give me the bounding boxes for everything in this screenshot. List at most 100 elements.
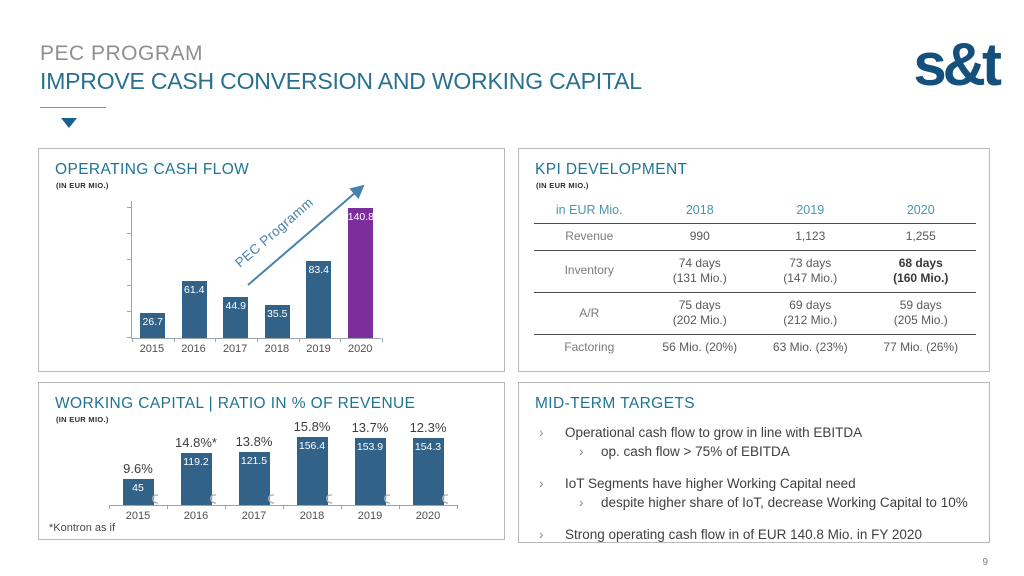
kpi-table: in EUR Mio. 2018 2019 2020 Revenue 990 1,123 1…: [534, 199, 976, 361]
panel-subtitle: (IN EUR MIO.): [56, 415, 109, 424]
bar: 12.3% 154.3: [410, 420, 448, 505]
panel-working-capital: WORKING CAPITAL | RATIO IN % OF REVENUE …: [38, 382, 505, 540]
bar-group: 44.9: [215, 201, 257, 338]
table-cell: 1,123: [755, 223, 866, 251]
column-header-label: in EUR Mio.: [534, 199, 645, 224]
percent-label: 13.7%: [351, 420, 389, 435]
target-text: Operational cash flow to grow in line wi…: [565, 425, 863, 440]
bar-value-label: 121.5: [240, 455, 268, 467]
wc-x-axis-labels: 2015 2016 2017 2018 2019 2020: [109, 510, 457, 522]
x-axis-tick: [132, 338, 133, 342]
slide-title: IMPROVE CASH CONVERSION AND WORKING CAPI…: [40, 68, 642, 94]
targets-list: › Operational cash flow to grow in line w…: [535, 423, 975, 557]
x-axis-tick: [283, 505, 284, 509]
table-row: Factoring 56 Mio. (20%) 63 Mio. (23%) 77 Mi…: [534, 334, 976, 360]
axis-break-mark: [322, 491, 333, 509]
x-axis-tick: [457, 505, 458, 509]
bar-value-label: 61.4: [184, 284, 205, 296]
year-label: 2017: [222, 343, 248, 355]
bar: 13.7% 153.9: [352, 420, 390, 505]
y-axis-tick: [127, 285, 132, 286]
chevron-bullet-icon: ›: [539, 476, 544, 491]
table-row: Revenue 990 1,123 1,255: [534, 223, 976, 251]
year-label: 2016: [181, 343, 206, 355]
x-axis-tick: [173, 338, 175, 342]
table-cell: 69 days (212 Mio.): [755, 292, 866, 335]
x-axis-tick: [340, 338, 342, 342]
year-label: 2018: [264, 343, 290, 355]
ocf-x-axis-labels: 2015 2016 2017 2018 2019 2020: [131, 343, 381, 355]
target-item: › Strong operating cash flow in of EUR 14…: [535, 525, 975, 544]
x-axis-tick: [382, 338, 383, 342]
pec-arrow-icon: [247, 184, 365, 286]
column-header-year: 2020: [865, 199, 976, 224]
target-group: › Strong operating cash flow in of EUR 14…: [535, 525, 975, 544]
table-cell: 63 Mio. (23%): [772, 339, 848, 354]
year-label: 2015: [125, 510, 151, 522]
row-label: A/R: [534, 292, 645, 335]
chevron-bullet-icon: ›: [579, 495, 584, 510]
bar-group: 61.4: [174, 201, 216, 338]
bar-group: 140.8: [340, 201, 382, 338]
wc-bar-chart: 9.6% 45 14.8%* 119.2 13.8% 121.5 15.8% 156.4 13.…: [109, 419, 458, 509]
page-number: 9: [982, 557, 988, 568]
percent-label: 9.6%: [123, 461, 153, 476]
table-cell: 74 days (131 Mio.): [644, 250, 755, 293]
bar: 35.5: [264, 305, 290, 338]
bar-value-label: 45: [132, 482, 144, 494]
row-label: Revenue: [534, 223, 645, 251]
year-label: 2017: [241, 510, 267, 522]
bar-group: 15.8% 156.4: [283, 419, 341, 505]
bar-value-label: 156.4: [298, 440, 326, 452]
x-axis-tick: [341, 505, 342, 509]
bar-group: 14.8%* 119.2: [167, 419, 225, 505]
target-subitem: › despite higher share of IoT, decrease W…: [535, 493, 975, 512]
slide-kicker: PEC PROGRAM: [40, 42, 204, 65]
panel-title: MID-TERM TARGETS: [535, 395, 695, 412]
y-axis-tick: [127, 207, 132, 208]
axis-break-mark: [380, 491, 391, 509]
panel-mid-term-targets: MID-TERM TARGETS › Operational cash flow …: [518, 382, 990, 543]
table-cell: 56 Mio. (20%): [662, 339, 738, 354]
row-label: Factoring: [564, 339, 615, 354]
x-axis-tick: [298, 338, 300, 342]
bar-group: 12.3% 154.3: [399, 419, 457, 505]
target-item: › Operational cash flow to grow in line w…: [535, 423, 975, 442]
ocf-bar-chart: 26.7 61.4 44.9 35.5 83.4 140.8: [127, 201, 383, 342]
target-subtext: op. cash flow > 75% of EBITDA: [601, 444, 790, 459]
bar-value-label: 44.9: [225, 300, 246, 312]
y-axis-tick: [127, 337, 132, 338]
bar: 15.8% 156.4: [294, 419, 332, 505]
bar: 140.8: [347, 208, 374, 338]
x-axis-tick: [257, 338, 258, 342]
panel-title: WORKING CAPITAL | RATIO IN % OF REVENUE: [55, 395, 416, 412]
chevron-bullet-icon: ›: [539, 527, 544, 542]
percent-label: 14.8%*: [175, 435, 217, 450]
axis-break-mark: [264, 491, 275, 509]
target-item: › IoT Segments have higher Working Capita…: [535, 474, 975, 493]
bar-group: 13.7% 153.9: [341, 419, 399, 505]
bar-group: 13.8% 121.5: [225, 419, 283, 505]
row-label: Inventory: [534, 250, 645, 293]
panel-operating-cash-flow: OPERATING CASH FLOW (IN EUR MIO.) 26.7 61…: [38, 148, 505, 372]
bar-group: 9.6% 45: [109, 419, 167, 505]
year-label: 2019: [306, 343, 331, 355]
column-header-year: 2019: [755, 199, 866, 224]
percent-label: 13.8%: [235, 434, 273, 449]
table-cell: 77 Mio. (26%): [883, 339, 959, 354]
bar-value-label: 154.3: [414, 441, 442, 453]
y-axis-tick: [127, 259, 132, 260]
chevron-bullet-icon: ›: [539, 425, 544, 440]
table-row: A/R 75 days (202 Mio.) 69 days (212 Mio.) 5…: [534, 292, 976, 335]
axis-break-mark: [438, 491, 449, 509]
axis-break-mark: [206, 491, 217, 509]
year-label: 2020: [347, 343, 373, 355]
x-axis-tick: [215, 338, 217, 342]
footnote: *Kontron as if: [49, 522, 116, 534]
table-cell: 75 days (202 Mio.): [644, 292, 755, 335]
target-text: IoT Segments have higher Working Capital…: [565, 476, 856, 491]
bar: 61.4: [181, 281, 207, 338]
year-label: 2015: [139, 343, 165, 355]
bar: 13.8% 121.5: [236, 434, 274, 505]
panel-title: KPI DEVELOPMENT: [535, 161, 688, 178]
